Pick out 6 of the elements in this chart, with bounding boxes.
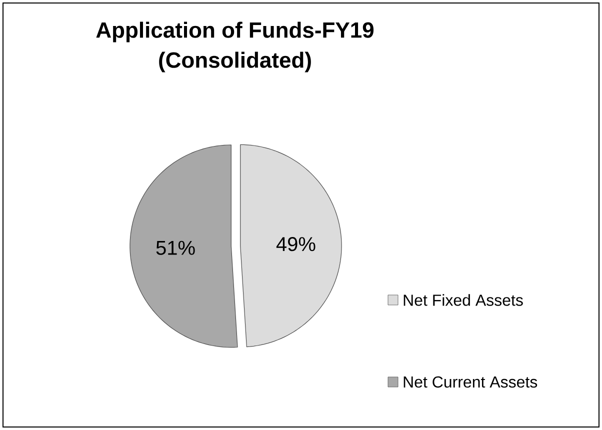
data-label: 49%: [276, 237, 316, 252]
chart-subtitle: (Consolidated): [159, 52, 311, 72]
legend-label: Net Current Assets: [404, 376, 538, 388]
legend-label: Net Fixed Assets: [404, 294, 523, 306]
chart-title: Application of Funds-FY19: [96, 22, 374, 42]
data-label: 51%: [156, 240, 195, 255]
